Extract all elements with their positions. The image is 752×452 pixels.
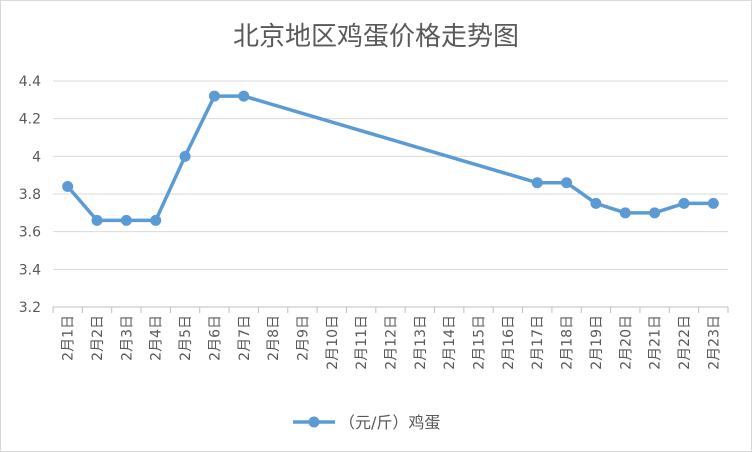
x-tick-label: 2月11日 [354,315,370,370]
data-point [707,197,719,209]
x-tick-label: 2月3日 [119,315,135,361]
data-point [91,214,103,226]
y-tick-label: 4.4 [19,74,41,90]
legend-label: （元/斤）鸡蛋 [339,413,440,432]
x-tick-label: 2月19日 [589,315,605,370]
x-tick-label: 2月13日 [413,315,429,370]
x-tick-label: 2月4日 [149,315,165,361]
data-point [179,150,191,162]
data-point [619,207,631,219]
legend-dot-marker [308,416,320,428]
series-layer [62,90,719,226]
chart-title: 北京地区鸡蛋价格走势图 [233,22,519,52]
x-tick-label: 2月9日 [295,315,311,361]
x-tick-label: 2月18日 [560,315,576,370]
data-point [120,214,132,226]
grid-layer [53,80,728,308]
data-point [590,197,602,209]
x-tick-label: 2月23日 [706,315,722,370]
x-tick-label: 2月20日 [618,315,634,370]
data-point [561,177,573,189]
y-tick-label: 3.8 [19,187,41,203]
data-point [649,207,661,219]
series-line [66,94,714,223]
data-point [62,180,74,192]
data-point [531,177,543,189]
data-point [208,90,220,102]
legend: （元/斤）鸡蛋 [293,413,440,432]
x-tick-label: 2月2日 [90,315,106,361]
x-tick-label: 2月8日 [266,315,282,361]
x-tick-label: 2月10日 [325,315,341,370]
x-tick-label: 2月6日 [207,315,223,361]
y-tick-label: 4 [32,149,41,165]
data-point [238,90,250,102]
x-tick-label: 2月17日 [530,315,546,370]
x-tick-label: 2月5日 [178,315,194,361]
x-tick-label: 2月15日 [472,315,488,370]
x-tick-label: 2月16日 [501,315,517,370]
y-tick-label: 3.2 [19,300,41,316]
x-tick-label: 2月21日 [648,315,664,370]
x-axis: 2月1日 2月2日 2月3日 2月4日 2月5日 2月6日 2月7日 2月8日 2月9日 2月10… [52,307,729,370]
x-tick-label: 2月7日 [237,315,253,361]
x-tick-label: 2月12日 [384,315,400,370]
x-tick-label: 2月14日 [442,315,458,370]
y-tick-label: 3.6 [19,225,41,241]
x-tick-label: 2月1日 [61,315,77,361]
y-tick-label: 3.4 [19,262,41,278]
data-point [678,197,690,209]
data-point [150,214,162,226]
y-tick-label: 4.2 [19,112,41,128]
x-tick-label: 2月22日 [677,315,693,370]
y-axis: 3.2 3.4 3.6 3.8 4 4.2 4.4 [19,74,41,316]
